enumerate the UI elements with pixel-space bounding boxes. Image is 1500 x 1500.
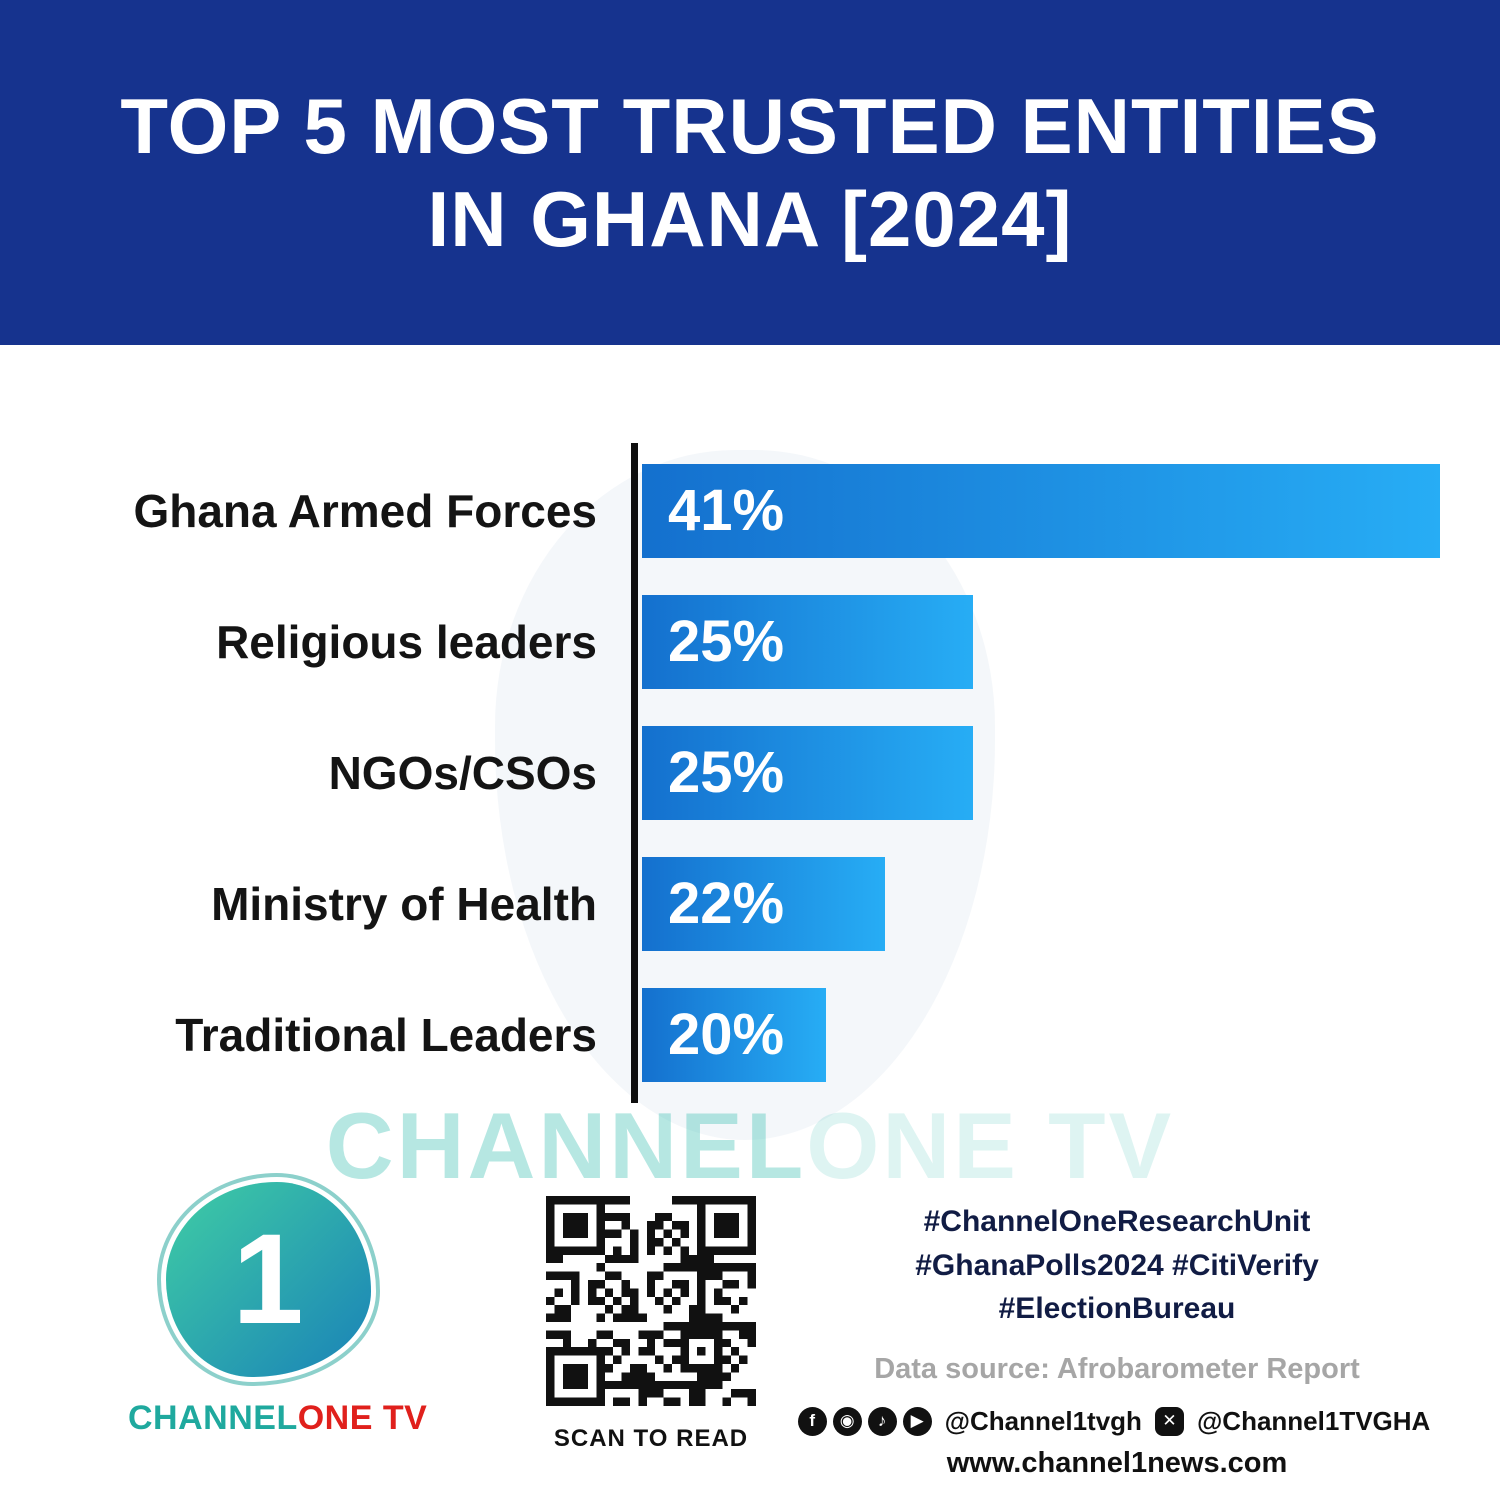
logo-pick-shape-icon: 1	[165, 1182, 371, 1377]
facebook-icon: f	[797, 1406, 827, 1436]
logo-text-one-tv: ONE TV	[297, 1399, 428, 1437]
bar-row: Ghana Armed Forces 41%	[60, 445, 1440, 576]
bar-label: Religious leaders	[216, 615, 597, 668]
data-source-text: Data source: Afrobarometer Report	[874, 1352, 1360, 1385]
channel-one-logo: 1 CHANNELONE TV	[128, 1182, 427, 1438]
bar: 25%	[642, 594, 974, 689]
logo-text-channel: CHANNEL	[128, 1399, 298, 1437]
footer-info: #ChannelOneResearchUnit #GhanaPolls2024 …	[797, 1200, 1430, 1480]
bar-row: Ministry of Health 22%	[60, 838, 1440, 969]
qr-block: SCAN TO READ	[543, 1196, 759, 1453]
bar-row: Traditional Leaders 20%	[60, 969, 1440, 1100]
channel-one-watermark: CHANNELONE TV	[0, 1092, 1500, 1200]
bar-value: 22%	[668, 871, 785, 936]
watermark-part2: ONE TV	[806, 1093, 1175, 1198]
instagram-icon: ◉	[832, 1406, 862, 1436]
bar: 20%	[642, 987, 826, 1082]
bar: 22%	[642, 856, 886, 951]
bar-row: NGOs/CSOs 25%	[60, 707, 1440, 838]
bar-label: Traditional Leaders	[175, 1008, 597, 1061]
bar-label: NGOs/CSOs	[328, 746, 597, 799]
x-icon: ✕	[1154, 1406, 1184, 1436]
page-title-line1: TOP 5 MOST TRUSTED ENTITIES	[120, 82, 1380, 171]
tiktok-icon: ♪	[867, 1406, 897, 1436]
hashtags-line3: #ElectionBureau	[998, 1292, 1236, 1325]
bar: 41%	[642, 463, 1440, 558]
hashtags-line1: #ChannelOneResearchUnit	[923, 1205, 1311, 1238]
logo-wordmark: CHANNELONE TV	[128, 1399, 427, 1438]
hashtags-line2: #GhanaPolls2024 #CitiVerify	[915, 1248, 1319, 1282]
bar: 25%	[642, 725, 974, 820]
bar-value: 20%	[668, 1002, 785, 1067]
social-handle-2: @Channel1TVGHA	[1196, 1405, 1431, 1436]
qr-label: SCAN TO READ	[553, 1425, 749, 1452]
logo-numeral: 1	[232, 1207, 304, 1351]
website-url: www.channel1news.com	[946, 1446, 1288, 1479]
header-banner: TOP 5 MOST TRUSTED ENTITIES IN GHANA [20…	[0, 0, 1500, 345]
social-row: f ◉ ♪ ▶ @Channel1tvgh ✕ @Channel1TVGHA	[797, 1405, 1430, 1437]
watermark-part1: CHANNEL	[325, 1093, 807, 1198]
youtube-icon: ▶	[902, 1406, 932, 1436]
bar-row: Religious leaders 25%	[60, 576, 1440, 707]
social-icons-group: f ◉ ♪ ▶	[797, 1406, 932, 1436]
page-title-line2: IN GHANA [2024]	[427, 174, 1073, 263]
bar-value: 41%	[668, 478, 785, 543]
bar-value: 25%	[668, 740, 785, 805]
social-handle-1: @Channel1tvgh	[944, 1405, 1142, 1436]
qr-code	[546, 1196, 756, 1406]
bar-label: Ministry of Health	[211, 877, 597, 930]
bar-chart: Ghana Armed Forces 41% Religious leaders 25…	[60, 445, 1440, 1100]
bar-value: 25%	[668, 609, 785, 674]
bar-label: Ghana Armed Forces	[133, 484, 597, 537]
chart-axis-line	[631, 443, 638, 1103]
